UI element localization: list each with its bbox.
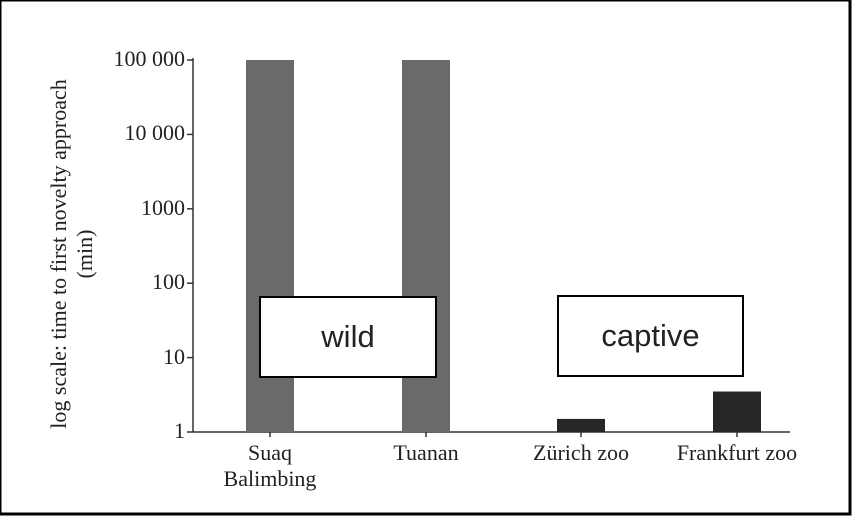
- y-tick-label: 10: [163, 343, 185, 369]
- y-tick-label: 1000: [141, 194, 185, 220]
- y-tick-label: 1: [174, 418, 185, 443]
- x-tick-label: Suaq Balimbing: [223, 440, 317, 491]
- x-tick-label: Frankfurt zoo: [676, 440, 798, 465]
- y-tick-label: 10 000: [124, 120, 186, 146]
- bar: [713, 391, 761, 432]
- annotation: captive: [557, 295, 744, 377]
- annotation: wild: [259, 296, 437, 378]
- bar: [557, 418, 605, 432]
- y-tick-label: 100: [152, 269, 185, 295]
- y-tick-label: 100 000: [113, 46, 186, 71]
- x-tick-label: Tuanan: [393, 440, 459, 465]
- x-tick-label: Zürich zoo: [533, 440, 629, 465]
